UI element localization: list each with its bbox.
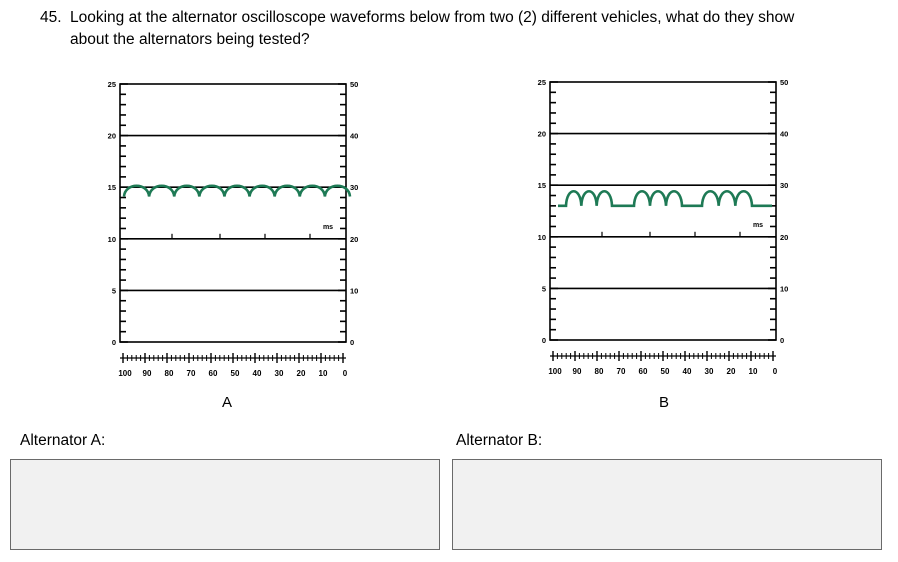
left-axis-tick-label: 10 bbox=[538, 233, 546, 242]
left-axis-tick-label: 20 bbox=[538, 130, 546, 139]
time-scale-label: 60 bbox=[209, 369, 218, 378]
alternator-a-label: Alternator A: bbox=[20, 432, 106, 449]
figure-label-a: A bbox=[222, 394, 233, 411]
right-axis-tick-label: 0 bbox=[350, 338, 354, 347]
right-axis-tick-label: 10 bbox=[780, 284, 788, 293]
question-number: 45. bbox=[40, 9, 62, 26]
alternator-b-label: Alternator B: bbox=[456, 432, 543, 449]
question-text-line2: about the alternators being tested? bbox=[70, 31, 310, 48]
left-axis-tick-label: 15 bbox=[108, 183, 116, 192]
time-scale-label: 90 bbox=[143, 369, 152, 378]
alternator-ripple-trace bbox=[558, 189, 772, 208]
left-axis-tick-label: 15 bbox=[538, 181, 546, 190]
alternator-a-answer-box[interactable] bbox=[10, 459, 440, 550]
time-scale-label: 90 bbox=[573, 367, 582, 376]
right-axis-tick-label: 0 bbox=[780, 336, 784, 345]
left-axis-tick-label: 0 bbox=[112, 338, 116, 347]
time-scale-label: 80 bbox=[165, 369, 174, 378]
left-axis-tick-label: 5 bbox=[542, 284, 546, 293]
time-scale-label: 20 bbox=[727, 367, 736, 376]
left-axis-tick-label: 0 bbox=[542, 336, 546, 345]
ms-unit-label: ms bbox=[753, 222, 763, 229]
time-scale-label: 30 bbox=[275, 369, 284, 378]
time-scale-label: 0 bbox=[773, 367, 778, 376]
right-axis-tick-label: 30 bbox=[350, 183, 358, 192]
time-scale-label: 80 bbox=[595, 367, 604, 376]
question: 45. Looking at the alternator oscilloscop… bbox=[40, 7, 880, 51]
time-scale-label: 10 bbox=[319, 369, 328, 378]
time-scale-label: 60 bbox=[639, 367, 648, 376]
right-axis-tick-label: 50 bbox=[350, 80, 358, 89]
time-scale-label: 30 bbox=[705, 367, 714, 376]
right-axis-tick-label: 30 bbox=[780, 181, 788, 190]
time-scale-label: 100 bbox=[118, 369, 132, 378]
scope-frame bbox=[119, 83, 347, 343]
left-axis-tick-label: 25 bbox=[538, 78, 546, 87]
time-scale-label: 100 bbox=[548, 367, 562, 376]
time-scale-label: 10 bbox=[749, 367, 758, 376]
time-scale-label: 40 bbox=[253, 369, 262, 378]
left-axis-tick-label: 5 bbox=[112, 286, 116, 295]
left-axis-tick-label: 10 bbox=[108, 235, 116, 244]
time-scale-label: 20 bbox=[297, 369, 306, 378]
right-axis-tick-label: 10 bbox=[350, 286, 358, 295]
right-axis-tick-label: 20 bbox=[350, 235, 358, 244]
right-axis-tick-label: 50 bbox=[780, 78, 788, 87]
left-axis-tick-label: 25 bbox=[108, 80, 116, 89]
alternator-ripple-trace bbox=[122, 184, 352, 197]
question-text-line1: Looking at the alternator oscilloscope w… bbox=[70, 9, 795, 26]
ms-unit-label: ms bbox=[323, 224, 333, 231]
figure-label-b: B bbox=[659, 394, 670, 411]
left-axis-tick-label: 20 bbox=[108, 132, 116, 141]
time-scale-label: 70 bbox=[617, 367, 626, 376]
time-scale-label: 70 bbox=[187, 369, 196, 378]
right-axis-tick-label: 40 bbox=[780, 130, 788, 139]
right-axis-tick-label: 40 bbox=[350, 132, 358, 141]
time-scale-label: 0 bbox=[343, 369, 348, 378]
time-scale-label: 50 bbox=[661, 367, 670, 376]
alternator-b-answer-box[interactable] bbox=[452, 459, 882, 550]
time-scale-label: 40 bbox=[683, 367, 692, 376]
right-axis-tick-label: 20 bbox=[780, 233, 788, 242]
scope-frame bbox=[549, 81, 777, 341]
time-scale-label: 50 bbox=[231, 369, 240, 378]
